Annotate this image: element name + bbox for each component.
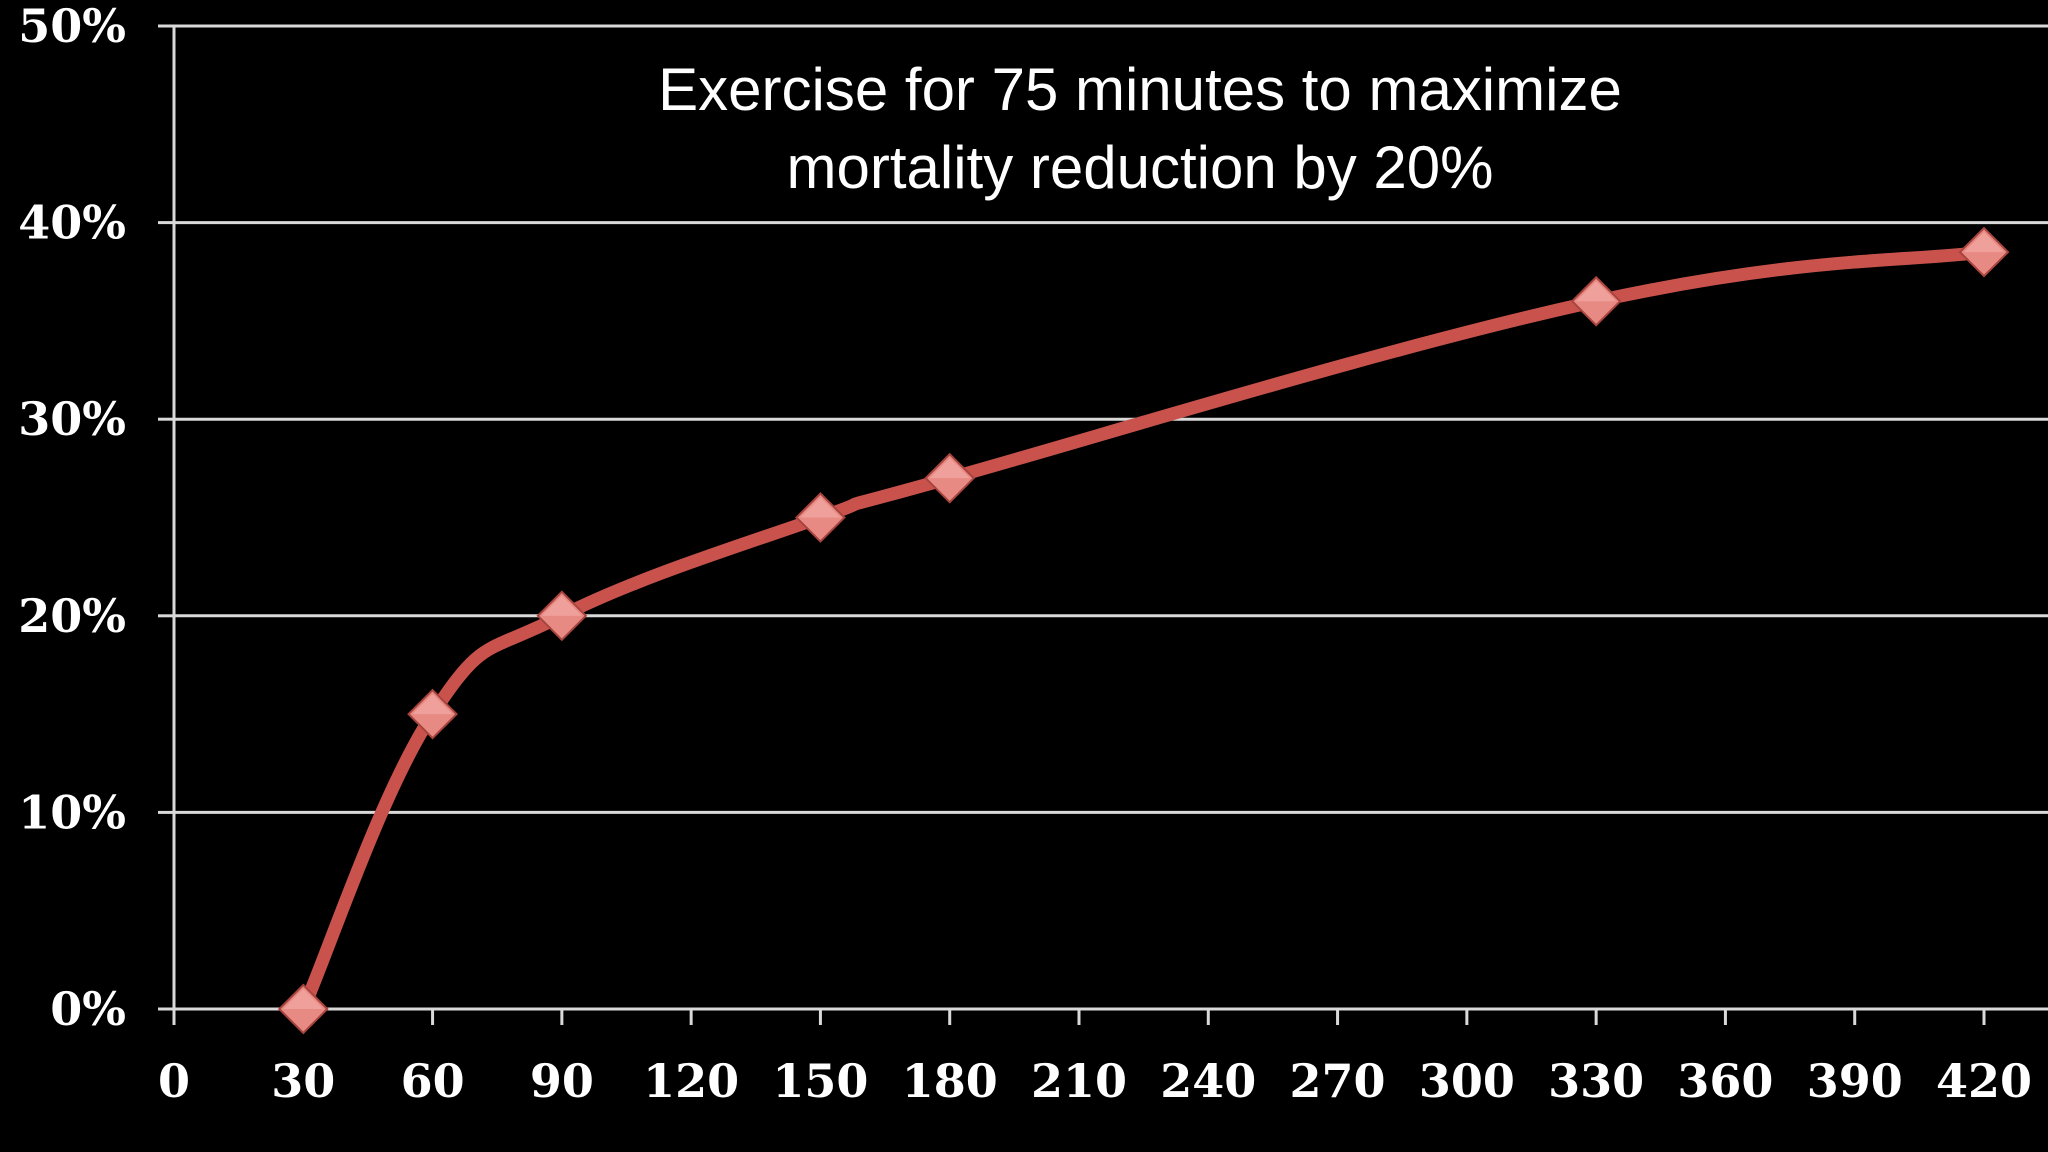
x-tick-label: 270 bbox=[1290, 1054, 1386, 1108]
y-tick-label: 50% bbox=[18, 0, 126, 53]
x-tick-label: 240 bbox=[1160, 1054, 1256, 1108]
x-tick-label: 390 bbox=[1807, 1054, 1903, 1108]
x-tick-label: 60 bbox=[401, 1054, 465, 1108]
data-point-marker bbox=[795, 492, 846, 543]
marker-highlight bbox=[541, 595, 582, 616]
marker-highlight bbox=[1964, 232, 2004, 253]
data-point-marker bbox=[1958, 226, 2010, 278]
y-tick-label: 0% bbox=[50, 982, 126, 1036]
x-tick-label: 330 bbox=[1548, 1054, 1644, 1108]
y-tick-label: 10% bbox=[18, 785, 126, 839]
data-point-marker bbox=[1570, 275, 1622, 327]
x-tick-label: 360 bbox=[1677, 1054, 1773, 1108]
y-axis-tick-labels: 0% 10% 20% 30% 40% 50% bbox=[18, 0, 126, 1036]
x-axis-tick-labels: 0 30 60 90 120 150 180 210 240 270 300 330 360 390 420 bbox=[158, 1054, 2032, 1108]
x-tick-label: 150 bbox=[772, 1054, 868, 1108]
x-tick-label: 300 bbox=[1419, 1054, 1515, 1108]
data-point-marker bbox=[536, 590, 588, 642]
marker-highlight bbox=[929, 458, 970, 479]
x-tick-label: 120 bbox=[643, 1054, 739, 1108]
x-tick-label: 0 bbox=[158, 1054, 190, 1108]
marker-highlight bbox=[800, 497, 841, 518]
marker-highlight bbox=[412, 694, 453, 715]
data-markers bbox=[277, 226, 2010, 1035]
y-tick-label: 40% bbox=[18, 196, 126, 250]
x-tick-label: 420 bbox=[1936, 1054, 2032, 1108]
x-tick-label: 90 bbox=[530, 1054, 594, 1108]
x-tick-label: 30 bbox=[271, 1054, 335, 1108]
data-point-marker bbox=[277, 983, 329, 1035]
x-tick-label: 210 bbox=[1031, 1054, 1127, 1108]
y-tick-label: 30% bbox=[18, 392, 126, 446]
data-point-marker bbox=[924, 452, 976, 504]
y-tick-label: 20% bbox=[18, 589, 126, 643]
grid-lines bbox=[174, 24, 2048, 814]
marker-highlight bbox=[283, 989, 324, 1009]
x-tick-label: 180 bbox=[902, 1054, 998, 1108]
axes bbox=[158, 24, 2048, 1025]
data-point-marker bbox=[407, 688, 458, 740]
marker-highlight bbox=[1576, 281, 1617, 302]
